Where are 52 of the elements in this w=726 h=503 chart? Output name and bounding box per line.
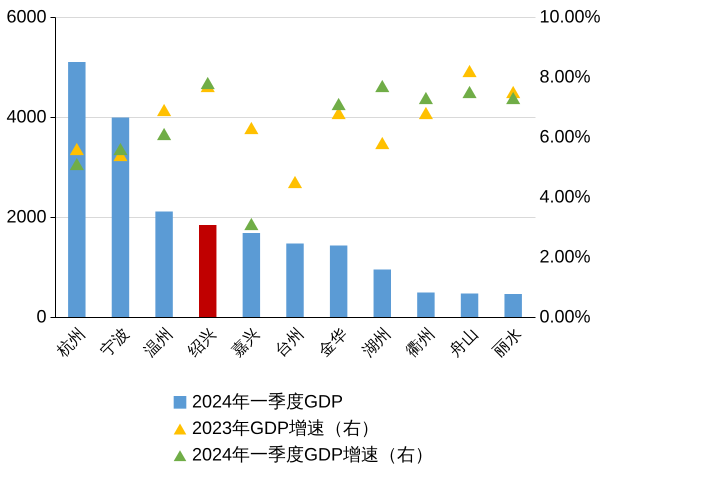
x-tick-label: 金华: [315, 324, 351, 360]
point: [375, 80, 390, 92]
y2-tick-label: 8.00%: [540, 66, 591, 86]
y-tick-label: 4000: [6, 106, 46, 126]
point: [288, 176, 302, 188]
point: [418, 92, 433, 104]
point: [375, 136, 390, 150]
point: [70, 142, 84, 156]
y2-tick-label: 4.00%: [540, 186, 591, 206]
point: [244, 218, 258, 230]
y-tick-label: 2000: [6, 206, 46, 226]
y2-tick-label: 10.00%: [540, 6, 601, 26]
point: [113, 142, 128, 156]
x-tick-label: 杭州: [52, 324, 89, 361]
x-tick-label: 舟山: [446, 324, 482, 360]
bar: [330, 246, 348, 317]
bar: [242, 233, 260, 317]
x-tick-label: 衢州: [402, 324, 438, 360]
legend-label: 2023年GDP增速（右）: [192, 418, 380, 438]
point: [332, 98, 346, 110]
point: [462, 64, 477, 78]
x-tick-label: 台州: [272, 324, 308, 360]
bar: [112, 118, 130, 317]
legend-label: 2024年一季度GDP增速（右）: [192, 444, 434, 465]
x-tick-label: 湖州: [358, 324, 394, 360]
x-tick-label: 宁波: [97, 324, 132, 360]
y-tick-label: 0: [36, 306, 46, 326]
y2-tick-label: 2.00%: [540, 246, 591, 266]
bar: [68, 62, 86, 317]
point: [506, 92, 520, 104]
x-tick-label: 绍兴: [184, 324, 220, 360]
bar: [155, 212, 173, 317]
y2-tick-label: 0.00%: [540, 306, 591, 326]
x-tick-label: 嘉兴: [228, 324, 264, 360]
point: [157, 104, 172, 116]
bar: [460, 294, 478, 317]
bar: [286, 244, 304, 317]
bar: [417, 292, 435, 317]
point: [200, 76, 215, 90]
bar: [199, 225, 216, 317]
point: [418, 106, 433, 120]
x-tick-label: 温州: [140, 324, 176, 360]
bar: [374, 270, 391, 317]
bar: [504, 294, 522, 317]
point: [157, 128, 172, 140]
point: [462, 86, 477, 98]
y2-tick-label: 6.00%: [540, 126, 591, 146]
point: [70, 158, 84, 170]
y-tick-label: 6000: [6, 6, 46, 26]
x-tick-label: 丽水: [490, 324, 526, 360]
point: [244, 122, 258, 134]
legend-label: 2024年一季度GDP: [192, 391, 344, 412]
